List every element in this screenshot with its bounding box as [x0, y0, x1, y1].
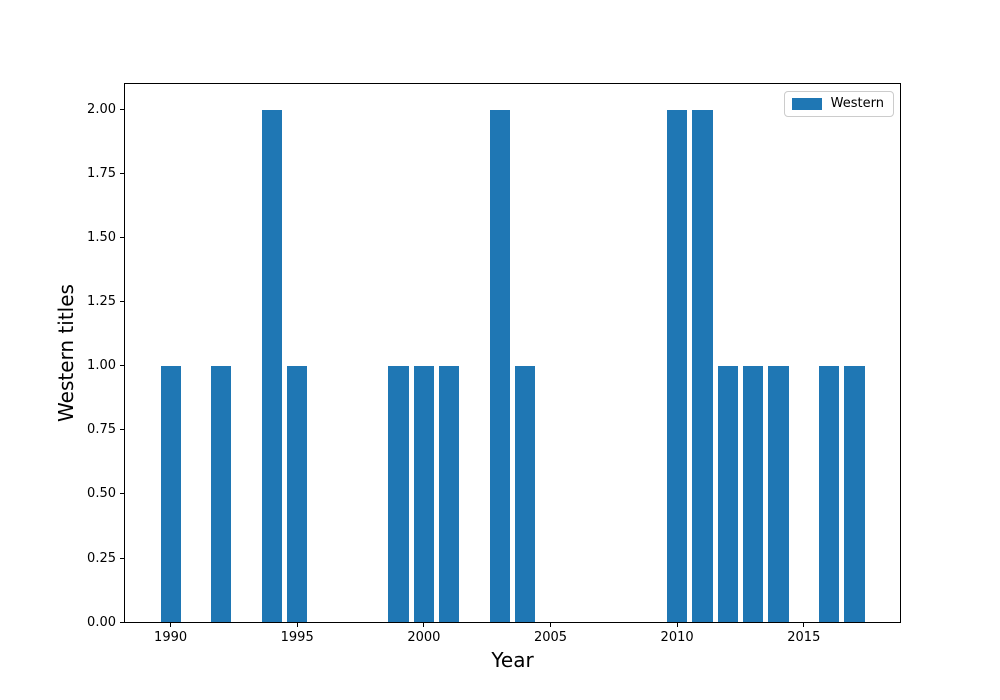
bar-2004 — [515, 365, 536, 622]
bar-2000 — [413, 365, 434, 622]
y-tick-mark-1.00 — [120, 365, 124, 367]
y-tick-label-1.00: 1.00 — [87, 358, 116, 374]
x-tick-label-2005: 2005 — [533, 630, 568, 645]
x-tick-mark-1990 — [170, 623, 172, 627]
y-tick-label-0.75: 0.75 — [87, 422, 116, 438]
legend-swatch-icon — [791, 98, 822, 110]
y-tick-label-1.75: 1.75 — [87, 166, 116, 182]
x-tick-mark-2005 — [550, 623, 551, 627]
bar-1994 — [261, 109, 283, 622]
x-tick-label-2015: 2015 — [787, 630, 821, 645]
x-tick-mark-2010 — [676, 623, 678, 627]
bar-1992 — [211, 365, 232, 622]
y-tick-mark-0.00 — [120, 621, 124, 623]
bar-2013 — [743, 365, 764, 622]
y-tick-mark-1.25 — [120, 301, 124, 303]
x-tick-label-2000: 2000 — [407, 630, 441, 645]
bar-2012 — [717, 365, 738, 622]
bar-1999 — [388, 365, 409, 622]
y-tick-label-2.00: 2.00 — [87, 102, 116, 118]
legend: Western — [783, 91, 894, 117]
bar-2016 — [819, 365, 840, 622]
y-tick-label-1.50: 1.50 — [87, 230, 116, 246]
y-tick-label-0.00: 0.00 — [87, 614, 116, 630]
y-tick-mark-0.75 — [120, 429, 124, 431]
y-tick-label-0.25: 0.25 — [87, 550, 116, 566]
y-tick-mark-0.25 — [120, 557, 124, 559]
x-tick-label-2010: 2010 — [660, 630, 694, 645]
y-tick-mark-1.50 — [120, 237, 124, 239]
legend-label: Western — [830, 96, 884, 111]
bar-2010 — [667, 109, 688, 622]
y-tick-mark-0.50 — [120, 493, 124, 495]
x-tick-mark-2000 — [423, 623, 425, 627]
x-tick-label-1990: 1990 — [154, 630, 188, 645]
bar-1990 — [160, 365, 181, 622]
bar-2011 — [692, 109, 713, 622]
y-tick-mark-1.75 — [120, 173, 124, 175]
x-tick-label-1995: 1995 — [280, 630, 314, 645]
plot-area: Western — [124, 83, 901, 623]
bar-2003 — [489, 109, 510, 622]
bar-1995 — [287, 365, 308, 622]
y-tick-mark-2.00 — [120, 109, 124, 111]
y-tick-label-0.50: 0.50 — [87, 486, 116, 502]
bar-2017 — [844, 365, 865, 622]
bar-2014 — [768, 365, 789, 622]
y-tick-label-1.25: 1.25 — [87, 294, 116, 310]
bar-2001 — [439, 365, 460, 622]
x-axis-label: Year — [491, 648, 534, 672]
x-tick-mark-1995 — [296, 623, 298, 627]
x-tick-mark-2015 — [803, 623, 805, 627]
